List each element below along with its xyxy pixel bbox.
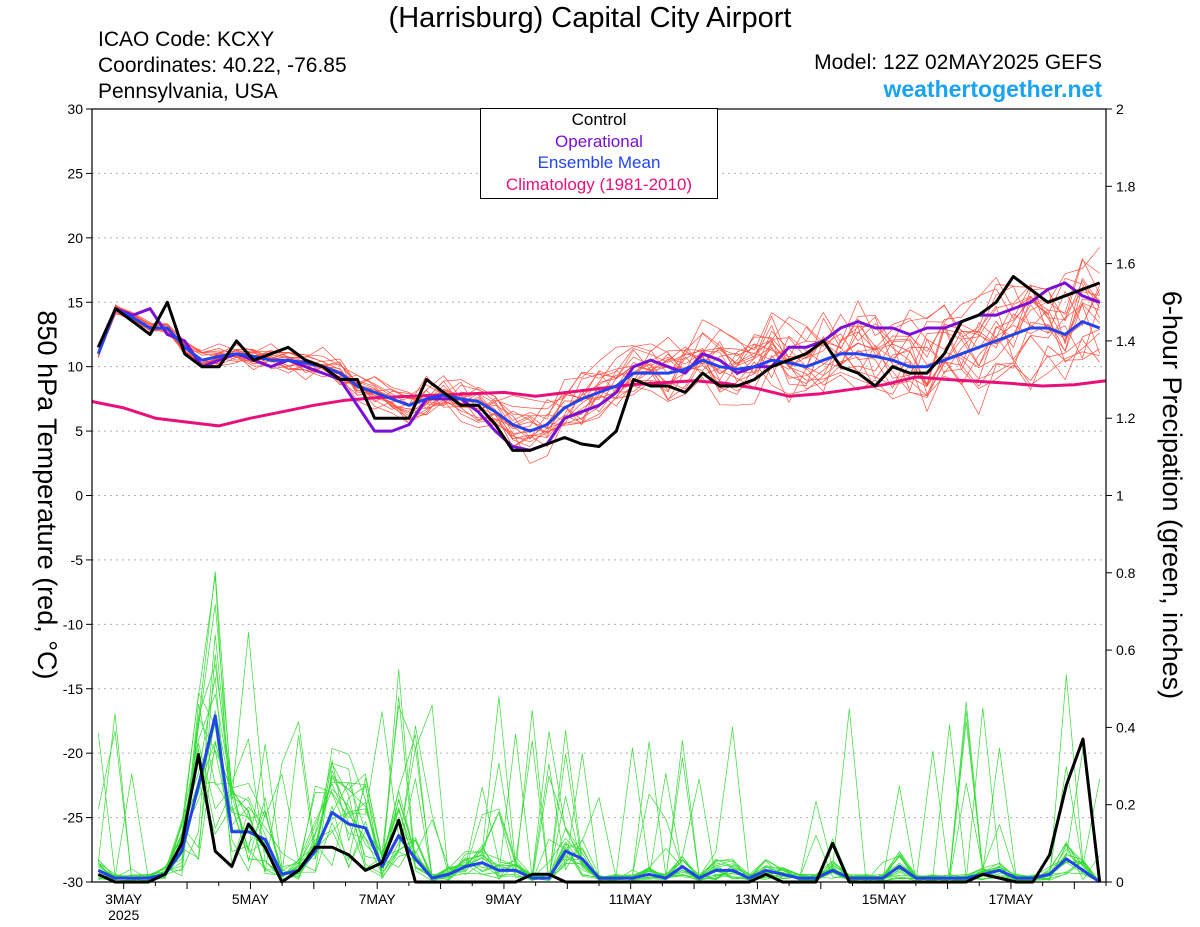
x-tick-label: 11MAY	[609, 891, 653, 907]
y-tick-label-right: 0.2	[1116, 797, 1136, 813]
y-tick-label-left: -15	[63, 681, 83, 697]
temp-member-line	[97, 247, 1100, 404]
y-axis-title-right: 6-hour Precipation (green, inches)	[1157, 291, 1187, 699]
precip-member-line	[98, 693, 1100, 883]
y-tick-label-left: 0	[75, 488, 83, 504]
precip-member-line	[97, 692, 1100, 883]
precip-member-line	[98, 701, 1100, 883]
y-tick-label-right: 1.2	[1116, 410, 1136, 426]
temp-member-line	[97, 284, 1100, 434]
x-tick-label: 13MAY	[735, 891, 781, 907]
precip-member-line	[98, 604, 1100, 883]
x-tick-label: 9MAY	[485, 891, 523, 907]
legend-control: Control	[571, 110, 627, 129]
y-tick-label-left: 25	[67, 165, 83, 181]
precip-member-line	[98, 710, 1100, 883]
legend-ensemble-mean: Ensemble Mean	[537, 153, 661, 172]
y-tick-label-right: 0.4	[1116, 719, 1136, 735]
y-tick-label-left: -20	[63, 745, 83, 761]
y-tick-label-left: -5	[71, 552, 84, 568]
precip-member-line	[98, 705, 1100, 883]
x-tick-label: 5MAY	[232, 891, 270, 907]
y-tick-label-right: 0.6	[1116, 642, 1136, 658]
axes: 302520151050-5-10-15-20-25-3021.81.61.41…	[32, 101, 1187, 923]
ensemble-mean-precip-line	[97, 714, 1101, 884]
precip-ensemble-members	[97, 571, 1101, 883]
control-temp-line	[96, 275, 1101, 452]
icao-code: ICAO Code: KCXY	[98, 28, 275, 51]
y-tick-label-left: 10	[67, 359, 83, 375]
y-tick-label-left: 15	[67, 294, 83, 310]
y-tick-label-left: -25	[63, 810, 83, 826]
model-run: Model: 12Z 02MAY2025 GEFS	[814, 51, 1102, 74]
y-tick-label-right: 1.8	[1116, 178, 1136, 194]
precip-member-line	[97, 703, 1100, 883]
precip-member-line	[98, 717, 1100, 883]
precip-member-line	[98, 575, 1100, 883]
y-tick-label-right: 1.4	[1116, 333, 1136, 349]
legend-climatology: Climatology (1981-2010)	[505, 174, 693, 194]
precip-member-line	[98, 711, 1101, 883]
y-tick-label-right: 0	[1116, 874, 1124, 890]
main-series	[91, 275, 1107, 884]
legend: Control Operational Ensemble Mean Climat…	[480, 108, 718, 199]
y-tick-label-left: -30	[63, 874, 83, 890]
region: Pennsylvania, USA	[98, 80, 278, 103]
chart-title: (Harrisburg) Capital City Airport	[388, 2, 792, 34]
operational-temp-line	[96, 281, 1101, 452]
x-tick-year: 2025	[108, 907, 139, 923]
temp-member-line	[97, 298, 1100, 448]
legend-operational: Operational	[555, 131, 643, 151]
y-tick-label-left: 20	[67, 230, 83, 246]
y-tick-label-right: 1	[1116, 488, 1124, 504]
x-tick-label: 17MAY	[989, 891, 1035, 907]
y-tick-label-left: -10	[63, 616, 83, 632]
x-tick-label: 15MAY	[862, 891, 908, 907]
y-tick-label-left: 5	[75, 423, 83, 439]
y-tick-label-left: 30	[67, 101, 83, 117]
y-tick-label-right: 2	[1116, 101, 1124, 117]
site-link[interactable]: weathertogether.net	[883, 76, 1102, 102]
y-tick-label-right: 0.8	[1116, 565, 1136, 581]
x-tick-label: 7MAY	[359, 891, 397, 907]
coordinates: Coordinates: 40.22, -76.85	[98, 54, 347, 77]
precip-member-line	[98, 632, 1101, 881]
y-axis-title-left: 850 hPa Temperature (red, °C)	[32, 311, 62, 680]
climatology-line	[91, 375, 1107, 428]
y-tick-label-right: 1.6	[1116, 256, 1136, 272]
x-tick-label: 3MAY	[105, 891, 143, 907]
